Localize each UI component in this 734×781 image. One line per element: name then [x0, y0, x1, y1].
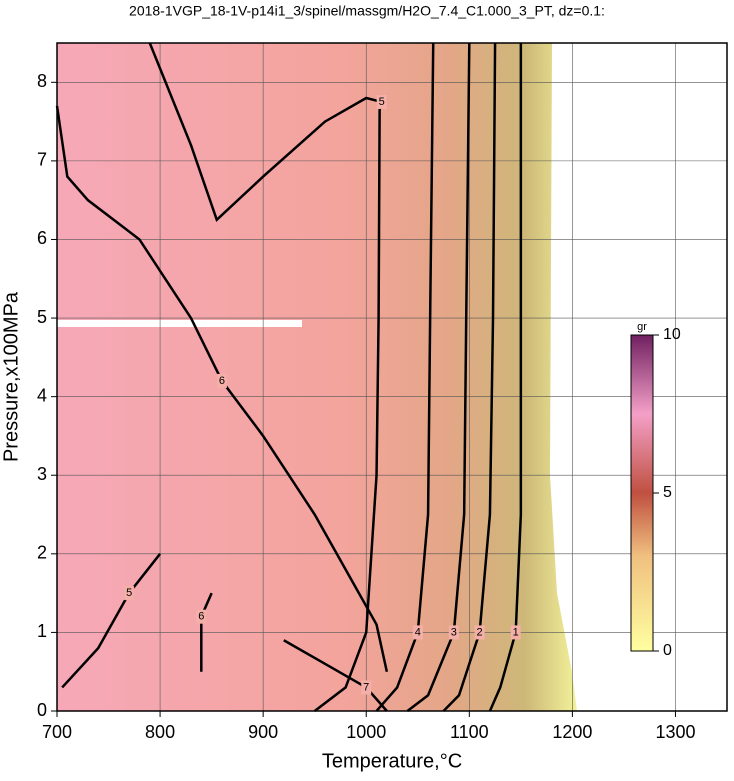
contour-label-bg: [196, 609, 207, 624]
contour-label: 2: [477, 626, 483, 638]
x-tick-label: 900: [248, 722, 278, 742]
contour-line: [442, 42, 497, 712]
contour-label: 7: [363, 681, 369, 693]
field-fill: [57, 43, 577, 711]
contour-line: [283, 639, 388, 712]
contour-label-bg: [376, 94, 387, 109]
contour-line: [61, 553, 162, 689]
contour-label: 5: [379, 96, 385, 108]
contour-line: [488, 43, 523, 712]
y-axis-label: Pressure,x100MPa: [0, 291, 22, 462]
contour-label: 5: [126, 587, 132, 599]
x-tick-label: 1300: [655, 722, 695, 742]
chart-title: 2018-1VGP_18-1V-p14i1_3/spinel/massgm/H2…: [129, 3, 605, 19]
contour-label: 4: [415, 626, 421, 638]
x-tick-label: 1000: [346, 722, 386, 742]
colorbar-tick-label: 5: [663, 484, 672, 501]
contour-label-bg: [412, 625, 423, 640]
y-tick-label: 1: [37, 621, 47, 641]
x-tick-label: 800: [145, 722, 175, 742]
contour-label-bg: [361, 680, 372, 695]
y-tick-label: 5: [37, 307, 47, 327]
y-tick-label: 4: [37, 385, 47, 405]
x-tick-label: 700: [42, 722, 72, 742]
plot-frame: [56, 42, 728, 712]
contour-label: 1: [513, 626, 519, 638]
y-tick-label: 8: [37, 71, 47, 91]
white-band: [57, 320, 302, 327]
contour-label: 3: [451, 626, 457, 638]
contour-label: 6: [198, 611, 204, 623]
contour-label-bg: [510, 625, 521, 640]
contour-label-bg: [216, 373, 227, 388]
y-tick-label: 7: [37, 150, 47, 170]
x-tick-label: 1200: [552, 722, 592, 742]
contour-label-bg: [448, 625, 459, 640]
contour-label-bg: [124, 586, 135, 601]
colorbar-tick-label: 10: [663, 326, 681, 343]
contour-label-bg: [474, 625, 485, 640]
colorbar: [630, 334, 654, 652]
y-tick-label: 6: [37, 228, 47, 248]
y-tick-label: 2: [37, 543, 47, 563]
colorbar-tick-label: 0: [663, 642, 672, 659]
contour-label: 6: [219, 375, 225, 387]
y-tick-label: 3: [37, 464, 47, 484]
y-tick-label: 0: [37, 700, 47, 720]
contour-line: [406, 42, 471, 712]
x-axis-label: Temperature,°C: [322, 750, 462, 772]
contour-line: [375, 42, 435, 712]
x-tick-label: 1100: [450, 722, 489, 742]
colorbar-label: gr: [637, 321, 647, 333]
